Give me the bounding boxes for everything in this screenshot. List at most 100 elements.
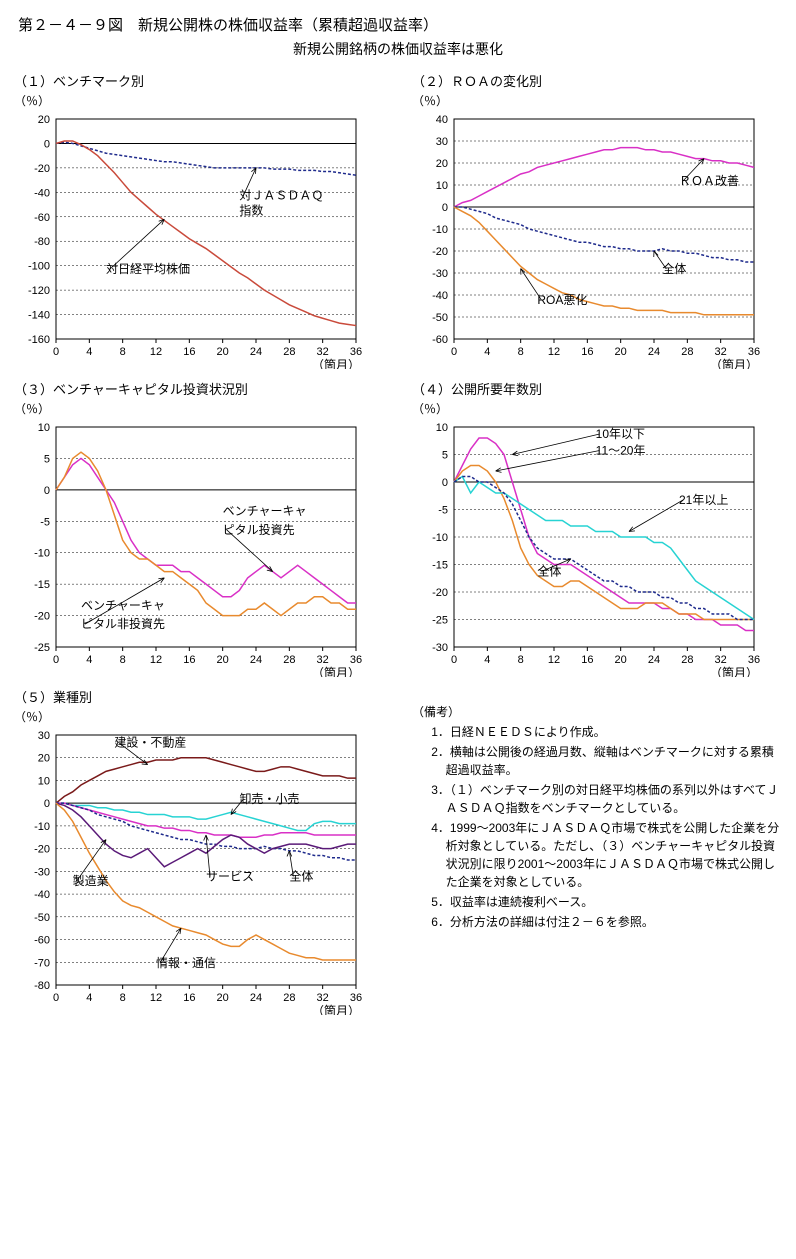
svg-text:20: 20 (217, 654, 229, 666)
svg-text:20: 20 (615, 346, 627, 358)
svg-text:28: 28 (283, 992, 295, 1004)
svg-text:20: 20 (38, 114, 50, 126)
svg-text:20: 20 (217, 346, 229, 358)
svg-text:4: 4 (86, 992, 92, 1004)
svg-text:8: 8 (120, 654, 126, 666)
chart-svg: -25-20-15-10-5051004812162024283236ベンチャー… (10, 417, 370, 677)
x-axis-label: （箇月） (312, 358, 360, 369)
svg-text:0: 0 (53, 992, 59, 1004)
svg-text:-10: -10 (34, 548, 50, 560)
svg-text:-160: -160 (28, 334, 50, 346)
svg-text:24: 24 (250, 346, 262, 358)
svg-text:4: 4 (484, 346, 490, 358)
series-卸売・小売 (56, 803, 356, 830)
annotation-label: 卸売・小売 (239, 791, 299, 806)
figure-subtitle: 新規公開銘柄の株価収益率は悪化 (10, 39, 786, 59)
svg-text:36: 36 (748, 654, 760, 666)
svg-text:-20: -20 (34, 163, 50, 175)
notes-block: （備考）日経ＮＥＥＤＳにより作成。横軸は公開後の経過月数、縦軸はベンチマークに対… (408, 685, 786, 1015)
notes-header: （備考） (412, 703, 782, 721)
svg-text:20: 20 (436, 158, 448, 170)
svg-text:0: 0 (44, 485, 50, 497)
svg-text:40: 40 (436, 114, 448, 126)
annotation-label: 製造業 (73, 874, 109, 888)
svg-text:24: 24 (250, 654, 262, 666)
svg-text:10: 10 (436, 180, 448, 192)
svg-text:-10: -10 (432, 532, 448, 544)
svg-text:-80: -80 (34, 980, 50, 992)
svg-text:0: 0 (451, 654, 457, 666)
svg-text:-15: -15 (432, 560, 448, 572)
panel-title: （４）公開所要年数別 (412, 379, 786, 398)
svg-text:8: 8 (120, 992, 126, 1004)
svg-text:16: 16 (183, 992, 195, 1004)
annotation-label: 11～20年 (596, 444, 646, 458)
annotation-label: サービス (206, 869, 254, 883)
annotation-label: 指数 (239, 202, 263, 217)
x-axis-label: （箇月） (710, 358, 758, 369)
svg-text:5: 5 (44, 453, 50, 465)
note-item: 1999～2003年にＪＡＳＤＡＱ市場で株式を公開した企業を分析対象としている。… (431, 819, 782, 891)
panel-c4: （４）公開所要年数別（％）-30-25-20-15-10-50510048121… (408, 377, 786, 677)
svg-text:-100: -100 (28, 261, 50, 273)
svg-text:30: 30 (38, 730, 50, 742)
svg-text:-20: -20 (34, 844, 50, 856)
svg-text:-40: -40 (34, 889, 50, 901)
note-item: （１）ベンチマーク別の対日経平均株価の系列以外はすべてＪＡＳＤＡＱ指数をベンチマ… (431, 781, 782, 817)
chart-svg: -60-50-40-30-20-100102030400481216202428… (408, 109, 768, 369)
svg-text:-80: -80 (34, 236, 50, 248)
svg-text:36: 36 (350, 654, 362, 666)
svg-text:-60: -60 (34, 935, 50, 947)
svg-text:12: 12 (548, 346, 560, 358)
svg-text:-140: -140 (28, 310, 50, 322)
series-全体 (56, 803, 356, 860)
svg-text:16: 16 (183, 654, 195, 666)
svg-text:24: 24 (648, 654, 660, 666)
svg-text:-10: -10 (432, 224, 448, 236)
svg-text:8: 8 (518, 346, 524, 358)
panel-c5: （５）業種別（％）-80-70-60-50-40-30-20-100102030… (10, 685, 388, 1015)
x-axis-label: （箇月） (710, 666, 758, 677)
panel-c2: （２）ＲＯＡの変化別（％）-60-50-40-30-20-10010203040… (408, 69, 786, 369)
figure-title: 第２－４－９図 新規公開株の株価収益率（累積超過収益率） (18, 14, 786, 35)
chart-grid: （１）ベンチマーク別（％）-160-140-120-100-80-60-40-2… (10, 69, 786, 1015)
annotation-label: ピタル非投資先 (81, 616, 165, 631)
svg-text:-50: -50 (34, 912, 50, 924)
annotation-label: 対ＪＡＳＤＡＱ (239, 189, 323, 203)
svg-text:-30: -30 (432, 642, 448, 654)
svg-text:0: 0 (451, 346, 457, 358)
svg-text:-40: -40 (34, 187, 50, 199)
svg-text:-60: -60 (432, 334, 448, 346)
panel-title: （２）ＲＯＡの変化別 (412, 71, 786, 90)
series-10年以下 (454, 438, 754, 631)
svg-text:5: 5 (442, 450, 448, 462)
svg-text:-10: -10 (34, 821, 50, 833)
svg-text:28: 28 (283, 346, 295, 358)
annotation-label: ベンチャーキャ (81, 598, 165, 612)
svg-text:8: 8 (120, 346, 126, 358)
svg-text:28: 28 (681, 654, 693, 666)
svg-text:16: 16 (581, 346, 593, 358)
series-ベンチャーキャピタル非投資先 (56, 452, 356, 615)
svg-text:-30: -30 (432, 268, 448, 280)
panel-title: （５）業種別 (14, 687, 388, 706)
annotation-label: 21年以上 (679, 493, 728, 507)
svg-text:-40: -40 (432, 290, 448, 302)
svg-text:20: 20 (38, 753, 50, 765)
svg-text:32: 32 (715, 654, 727, 666)
series-ROA悪化 (454, 207, 754, 315)
panel-title: （３）ベンチャーキャピタル投資状況別 (14, 379, 388, 398)
svg-text:-60: -60 (34, 212, 50, 224)
annotation-label: ベンチャーキャ (223, 504, 307, 518)
svg-text:24: 24 (648, 346, 660, 358)
svg-text:16: 16 (581, 654, 593, 666)
svg-text:24: 24 (250, 992, 262, 1004)
svg-text:0: 0 (53, 346, 59, 358)
annotation-label: ピタル投資先 (223, 522, 295, 537)
chart-svg: -160-140-120-100-80-60-40-20020048121620… (10, 109, 370, 369)
svg-text:-50: -50 (432, 312, 448, 324)
note-item: 横軸は公開後の経過月数、縦軸はベンチマークに対する累積超過収益率。 (431, 743, 782, 779)
svg-text:32: 32 (317, 992, 329, 1004)
svg-text:12: 12 (150, 346, 162, 358)
svg-text:8: 8 (518, 654, 524, 666)
